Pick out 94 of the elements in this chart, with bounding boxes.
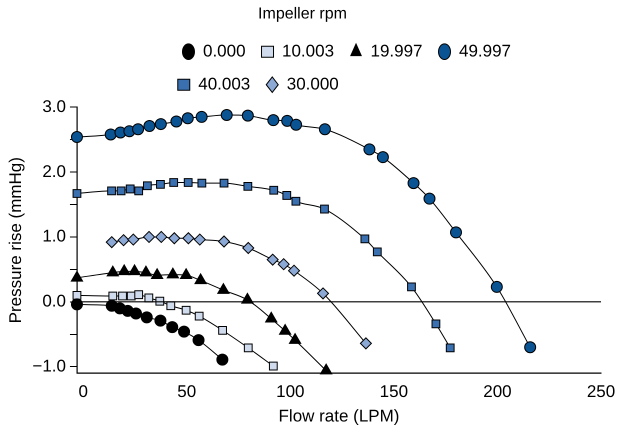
point [72,189,82,198]
point [143,120,156,132]
y-tick-label: 2.0 [42,162,66,181]
point [197,178,206,188]
point [107,186,116,196]
point [130,308,142,320]
point [168,232,180,244]
point [242,242,254,254]
point [450,226,462,238]
point [182,232,194,244]
point [140,311,153,324]
legend-label: 30.000 [286,74,339,94]
point [242,110,254,122]
point [184,178,193,187]
point [182,306,191,315]
point [269,186,278,195]
point [118,234,130,246]
legend-title: Impeller rpm [258,5,347,22]
point [156,180,165,189]
point [220,178,228,188]
point [408,177,420,190]
legend-label: 19.997 [370,41,423,60]
point [126,292,136,300]
point [372,247,382,256]
y-tick-label: −1.0 [32,356,66,376]
point [169,178,178,187]
y-axis-title: Pressure rise (mmHg) [6,157,25,324]
point [360,337,372,350]
legend-label: 49.997 [459,41,512,60]
point [154,314,166,327]
point [118,292,127,300]
point [407,282,416,292]
legend-label: 10.003 [282,41,334,60]
point [320,204,329,214]
point [524,341,536,354]
point [490,280,503,293]
point [108,292,118,300]
point [218,236,230,248]
point [281,114,294,127]
point [363,143,376,156]
point [268,362,278,370]
x-tick-label: 200 [483,382,512,402]
point [126,184,135,194]
point [166,321,178,334]
x-axis-title: Flow rate (LPM) [278,406,400,426]
point [106,236,118,248]
point [104,128,117,140]
point [243,182,252,191]
point [116,186,126,196]
point [446,344,455,352]
y-tick-label: 1.0 [42,226,66,246]
point [170,115,182,128]
point [154,118,167,130]
x-tick-label: 250 [586,382,616,402]
point [288,264,300,277]
point [282,191,292,200]
legend-label: 40.003 [198,74,250,94]
point [244,344,253,352]
point [143,230,156,243]
point [182,112,194,124]
point [127,234,140,246]
point [134,186,144,196]
point [432,320,440,328]
point [178,326,190,338]
point [194,312,204,320]
point [196,110,208,123]
point [155,230,168,243]
point [216,354,228,366]
point [194,234,206,246]
x-tick-label: 50 [177,382,196,402]
legend-label: 0.000 [202,41,246,60]
x-tick-label: 0 [78,382,88,402]
y-tick-label: 3.0 [42,96,66,116]
point [192,334,205,346]
y-tick-label: 0.0 [42,292,66,311]
point [267,114,280,126]
point [72,290,82,300]
point [317,287,330,300]
point [218,326,227,335]
point [290,118,302,131]
point [360,234,370,244]
point [423,192,436,205]
x-tick-label: 100 [276,382,304,402]
point [142,181,152,190]
point [318,123,331,136]
point [132,123,144,136]
point [376,151,389,164]
point [220,108,233,121]
point [292,196,300,206]
point [266,254,279,266]
point [278,258,290,270]
point [134,290,144,300]
point [278,324,292,335]
x-tick-label: 150 [380,382,408,402]
